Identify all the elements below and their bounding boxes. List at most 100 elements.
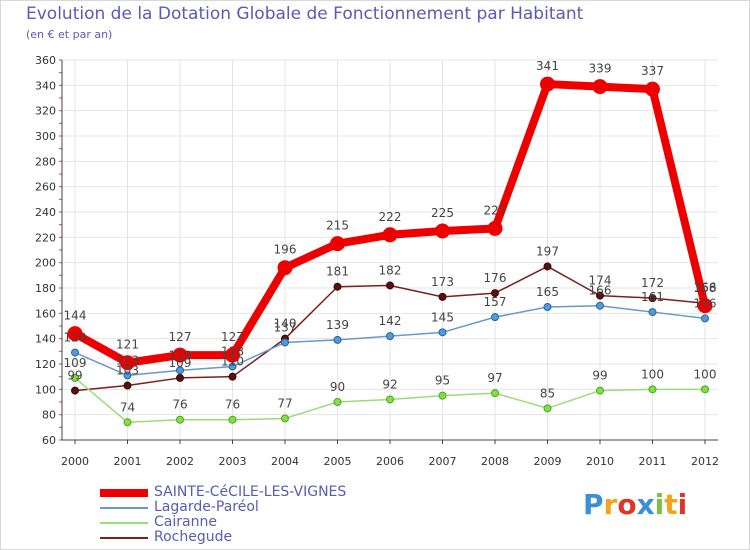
legend-swatch	[100, 489, 148, 497]
x-tick-label: 2010	[586, 455, 614, 468]
data-point	[330, 236, 345, 252]
data-label: 165	[536, 285, 559, 299]
data-point	[225, 347, 240, 363]
data-point	[438, 292, 447, 301]
data-label: 100	[641, 367, 664, 381]
y-tick-label: 180	[35, 282, 56, 295]
data-label: 156	[694, 296, 717, 310]
data-point	[543, 404, 552, 413]
data-label: 181	[326, 265, 349, 279]
y-tick-label: 140	[35, 333, 56, 346]
data-label: 76	[225, 398, 240, 412]
legend-swatch	[100, 537, 148, 539]
legend-swatch	[100, 507, 148, 509]
data-label: 137	[274, 320, 297, 334]
data-label: 74	[120, 400, 135, 414]
y-tick-label: 300	[35, 130, 56, 143]
data-point	[386, 332, 394, 341]
data-label: 222	[379, 210, 402, 224]
data-point	[648, 385, 657, 394]
y-tick-label: 120	[35, 358, 56, 371]
y-tick-label: 200	[35, 257, 56, 270]
data-label: 176	[484, 271, 507, 285]
x-tick-label: 2005	[324, 455, 352, 468]
data-point	[491, 289, 499, 298]
data-label: 337	[641, 64, 664, 78]
data-label: 103	[116, 364, 139, 378]
data-label: 166	[589, 284, 612, 298]
data-label: 173	[431, 275, 454, 289]
legend-swatch	[100, 522, 148, 524]
y-tick-label: 60	[42, 434, 56, 447]
y-tick-label: 220	[35, 231, 56, 244]
y-tick-label: 160	[35, 307, 56, 320]
data-label: 129	[64, 331, 87, 345]
data-label: 97	[487, 371, 502, 385]
data-point	[543, 262, 552, 271]
logo-letter: x	[636, 488, 655, 521]
data-point	[123, 371, 132, 380]
x-tick-label: 2012	[691, 455, 719, 468]
data-label: 145	[431, 310, 454, 324]
logo-letter: r	[603, 488, 618, 521]
y-tick-label: 340	[35, 79, 56, 92]
data-label: 77	[277, 396, 292, 410]
data-label: 127	[169, 330, 192, 344]
data-point	[540, 76, 555, 92]
data-point	[438, 328, 447, 337]
data-point	[648, 308, 657, 317]
logo-letter: t	[664, 488, 678, 521]
data-label: 110	[221, 355, 244, 369]
x-tick-label: 2006	[376, 455, 404, 468]
data-point	[386, 281, 394, 290]
y-tick-label: 280	[35, 155, 56, 168]
y-tick-label: 260	[35, 181, 56, 194]
legend-label: Cairanne	[154, 514, 217, 530]
data-label: 118	[221, 345, 244, 359]
data-point	[435, 223, 450, 239]
x-tick-label: 2000	[61, 455, 89, 468]
data-label: 100	[694, 367, 717, 381]
data-point	[123, 381, 132, 390]
x-tick-label: 2002	[166, 455, 194, 468]
data-label: 161	[641, 290, 664, 304]
data-point	[123, 418, 132, 427]
x-tick-label: 2008	[481, 455, 509, 468]
logo-letter: i	[654, 488, 665, 521]
data-label: 99	[67, 369, 82, 383]
data-label: 99	[592, 369, 607, 383]
data-label: 225	[431, 206, 454, 220]
data-point	[487, 220, 503, 236]
data-point	[648, 294, 657, 303]
data-point	[71, 373, 79, 382]
data-point	[277, 260, 293, 276]
data-point	[71, 348, 79, 357]
data-label: 90	[330, 380, 345, 394]
data-point	[333, 398, 342, 406]
data-label: 215	[326, 219, 349, 233]
data-point	[333, 335, 342, 344]
legend-label: Lagarde-Paréol	[154, 499, 259, 515]
data-point	[491, 389, 499, 398]
y-tick-label: 320	[35, 105, 56, 118]
data-point	[120, 355, 135, 371]
data-point	[645, 81, 660, 97]
proxiti-logo: Proxiti	[583, 488, 687, 521]
data-label: 142	[379, 314, 402, 328]
data-point	[176, 415, 184, 424]
data-point	[228, 372, 237, 381]
data-point	[382, 227, 398, 243]
data-label: 92	[382, 377, 397, 391]
data-label: 172	[641, 276, 664, 290]
x-tick-label: 2011	[639, 455, 667, 468]
chart-subtitle: (en € et par an)	[26, 28, 113, 41]
data-point	[172, 347, 188, 363]
y-tick-label: 100	[35, 383, 56, 396]
logo-letter: P	[583, 488, 604, 521]
data-point	[592, 79, 608, 95]
x-tick-label: 2001	[114, 455, 142, 468]
data-point	[176, 373, 184, 382]
data-label: 182	[379, 263, 402, 277]
data-point	[281, 338, 289, 347]
